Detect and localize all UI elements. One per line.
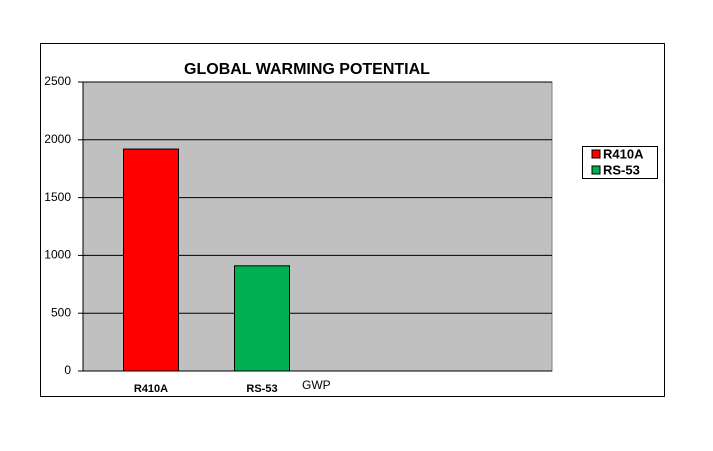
x-tick-label: RS-53 — [246, 383, 277, 395]
chart-title: GLOBAL WARMING POTENTIAL — [184, 61, 430, 78]
y-tick-label: 1500 — [44, 190, 71, 204]
y-tick-label: 2500 — [44, 74, 71, 88]
bar — [123, 148, 179, 372]
y-tick-label: 500 — [51, 305, 71, 319]
x-tick-label: R410A — [134, 383, 168, 395]
bar — [234, 265, 290, 372]
y-tick-label: 1000 — [44, 248, 71, 262]
legend-label: RS-53 — [603, 162, 640, 177]
y-tick-label: 2000 — [44, 132, 71, 146]
legend-swatch — [591, 165, 601, 175]
legend-swatch — [591, 149, 601, 159]
y-tick-label: 0 — [64, 363, 71, 377]
x-axis-label: GWP — [302, 378, 331, 392]
legend-label: R410A — [603, 146, 644, 161]
